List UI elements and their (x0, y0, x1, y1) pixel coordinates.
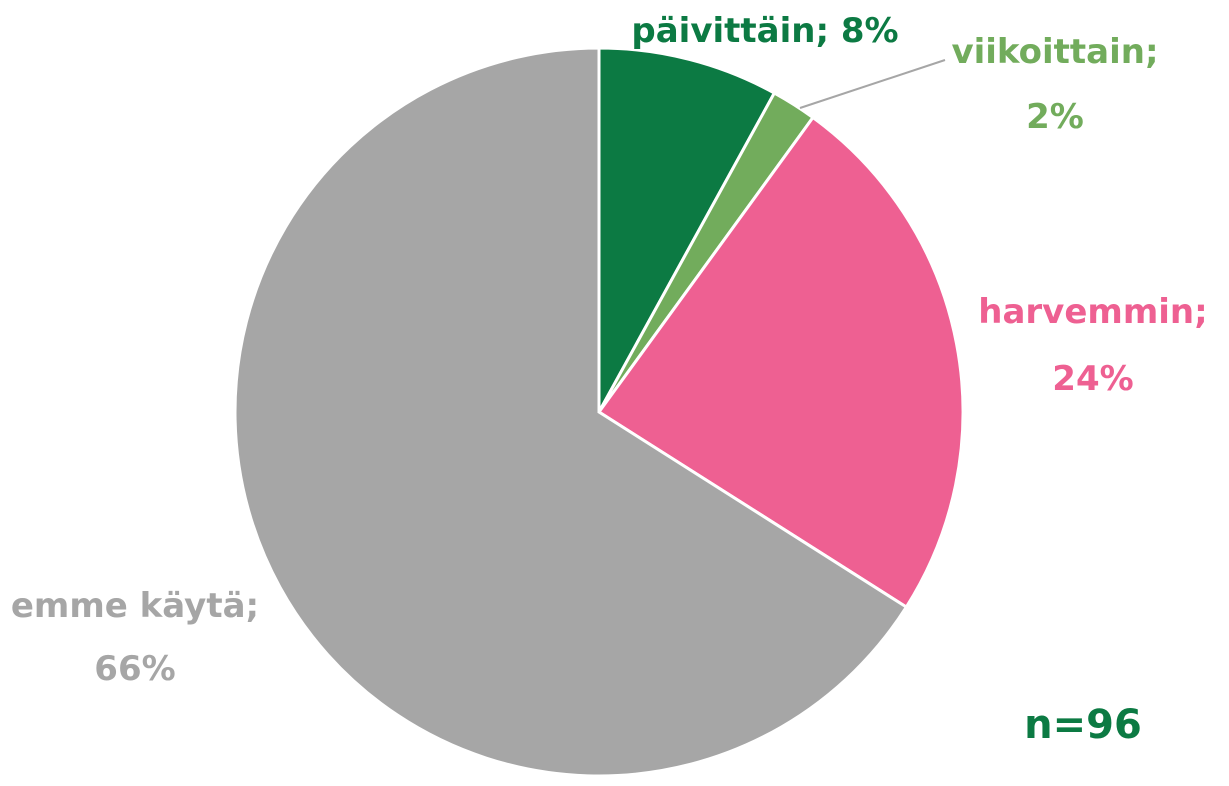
slice-label-paivittain: päivittäin; 8% (631, 11, 898, 51)
pie-slice-päivittäin (597, 46, 777, 413)
pie-slices (233, 46, 965, 778)
slice-label-emme-kayta-line1: emme käytä; (11, 586, 259, 626)
pie-slice-emme-käytä (233, 46, 909, 778)
slice-label-emme-kayta-line2: 66% (94, 649, 175, 689)
slice-label-viikoittain-line2: 2% (1026, 97, 1084, 137)
viikoittain-leader-line (799, 59, 946, 109)
sample-size-annotation: n=96 (1024, 702, 1142, 748)
pie-slice-harvemmin (596, 115, 965, 610)
slice-label-viikoittain-line1: viikoittain; (951, 32, 1158, 72)
slice-label-harvemmin-line2: 24% (1052, 359, 1133, 399)
slice-label-harvemmin-line1: harvemmin; (978, 292, 1207, 332)
